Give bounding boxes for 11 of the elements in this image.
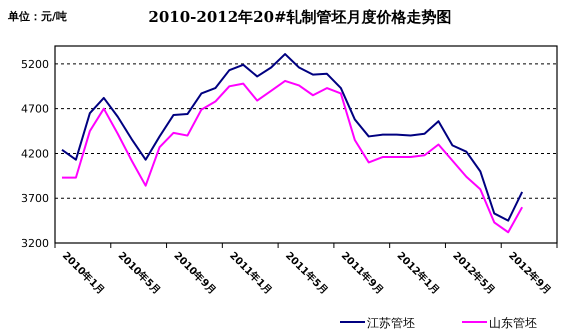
legend-label: 山东管坯 [489, 316, 537, 330]
text: 单位：元/吨 [7, 10, 68, 23]
legend-label: 江苏管坯 [367, 316, 415, 330]
chart-title: 2010-2012年20#轧制管坯月度价格走势图 [148, 8, 452, 26]
y-tick-label: 4200 [21, 147, 49, 160]
y-tick-label: 3700 [21, 192, 49, 206]
y-tick-label: 3200 [21, 237, 49, 250]
line-series [60, 53, 524, 222]
line-series [60, 80, 524, 234]
y-tick-label: 4700 [21, 102, 49, 116]
y-tick-label: 5200 [21, 58, 49, 71]
